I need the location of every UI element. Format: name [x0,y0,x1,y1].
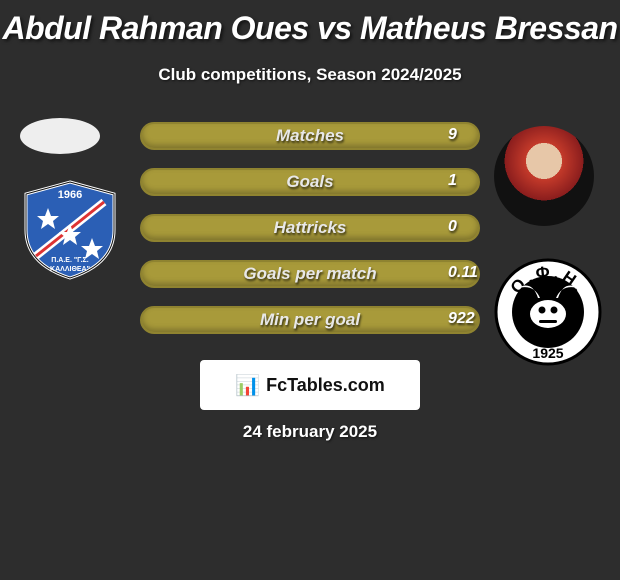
stat-row: Min per goal922 [0,302,620,338]
stat-bar [140,122,480,150]
stat-bar [140,260,480,288]
stat-bar [140,214,480,242]
subtitle: Club competitions, Season 2024/2025 [0,65,620,85]
date: 24 february 2025 [0,422,620,442]
watermark-text: FcTables.com [266,375,385,396]
stats-area: Matches9 Goals1 Hattricks0 Goals per match0… [0,118,620,348]
chart-icon: 📊 [235,373,260,398]
stat-row: Hattricks0 [0,210,620,246]
watermark: 📊 FcTables.com [200,360,420,410]
stat-bar [140,168,480,196]
stat-row: Matches9 [0,118,620,154]
page-title: Abdul Rahman Oues vs Matheus Bressan [0,0,620,47]
stat-bar [140,306,480,334]
stat-row: Goals per match0.11 [0,256,620,292]
stat-row: Goals1 [0,164,620,200]
